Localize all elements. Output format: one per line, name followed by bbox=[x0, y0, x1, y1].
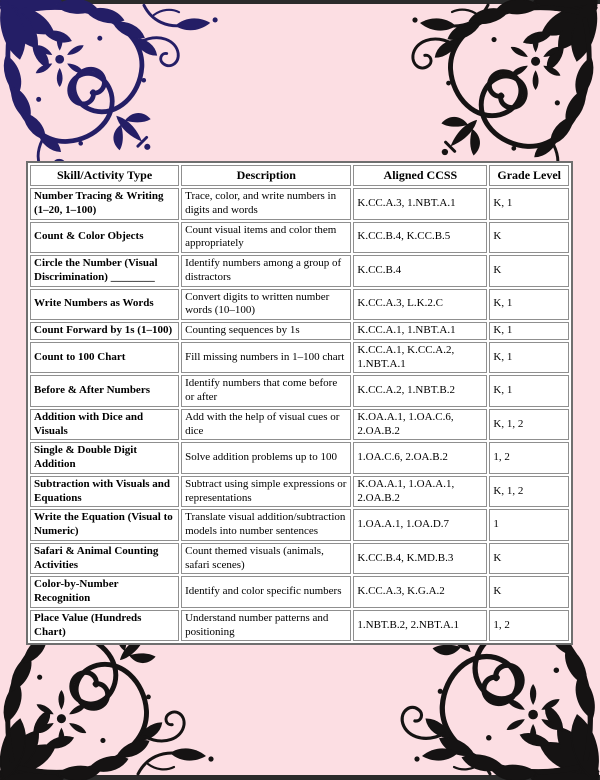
cell-description: Count visual items and color them approp… bbox=[181, 221, 352, 253]
cell-ccss: K.CC.A.2, 1.NBT.B.2 bbox=[353, 375, 488, 407]
cell-grade: K bbox=[489, 255, 569, 287]
cell-ccss: K.OA.A.1, 1.OA.C.6, 2.OA.B.2 bbox=[353, 408, 488, 441]
cell-grade: K bbox=[489, 542, 569, 575]
table-row: Color-by-Number Recognition Identify and … bbox=[30, 576, 569, 608]
cell-skill: Place Value (Hundreds Chart) bbox=[30, 609, 180, 642]
table-row: Safari & Animal Counting Activities Count… bbox=[30, 542, 569, 575]
bottom-edge-border bbox=[0, 775, 600, 780]
table-row: Count & Color Objects Count visual items … bbox=[30, 221, 569, 253]
cell-ccss: K.CC.B.4, K.MD.B.3 bbox=[353, 542, 488, 575]
cell-skill: Count Forward by 1s (1–100) bbox=[30, 322, 180, 340]
cell-skill: Circle the Number (Visual Discrimination… bbox=[30, 255, 180, 287]
cell-skill: Number Tracing & Writing (1–20, 1–100) bbox=[30, 188, 180, 220]
table-row: Place Value (Hundreds Chart) Understand n… bbox=[30, 609, 569, 642]
leaf-sprig-icon bbox=[410, 3, 490, 33]
cell-skill: Safari & Animal Counting Activities bbox=[30, 542, 180, 575]
cell-grade: K, 1 bbox=[489, 288, 569, 320]
cell-grade: 1 bbox=[489, 509, 569, 541]
cell-description: Add with the help of visual cues or dice bbox=[181, 408, 352, 441]
table-row: Count to 100 Chart Fill missing numbers i… bbox=[30, 341, 569, 374]
skills-table: Skill/Activity Type Description Aligned … bbox=[26, 161, 573, 646]
table-row: Single & Double Digit Addition Solve addi… bbox=[30, 442, 569, 474]
cell-ccss: 1.OA.A.1, 1.OA.D.7 bbox=[353, 509, 488, 541]
cell-description: Translate visual addition/subtraction mo… bbox=[181, 509, 352, 541]
header-row: Skill/Activity Type Description Aligned … bbox=[30, 165, 569, 186]
cell-ccss: K.OA.A.1, 1.OA.A.1, 2.OA.B.2 bbox=[353, 475, 488, 508]
cell-description: Subtract using simple expressions or rep… bbox=[181, 475, 352, 508]
table-row: Number Tracing & Writing (1–20, 1–100) Tr… bbox=[30, 188, 569, 220]
table-row: Count Forward by 1s (1–100) Counting sequ… bbox=[30, 322, 569, 340]
top-edge-border bbox=[0, 0, 600, 4]
cell-description: Count themed visuals (animals, safari sc… bbox=[181, 542, 352, 575]
cell-grade: K bbox=[489, 576, 569, 608]
cell-ccss: K.CC.B.4, K.CC.B.5 bbox=[353, 221, 488, 253]
cell-skill: Count & Color Objects bbox=[30, 221, 180, 253]
column-header-description: Description bbox=[181, 165, 352, 186]
leaf-sprig-icon bbox=[142, 3, 220, 32]
table-row: Circle the Number (Visual Discrimination… bbox=[30, 255, 569, 287]
cell-description: Solve addition problems up to 100 bbox=[181, 442, 352, 474]
table-body: Number Tracing & Writing (1–20, 1–100) Tr… bbox=[30, 188, 569, 642]
cell-grade: K bbox=[489, 221, 569, 253]
leaf-sprig-icon bbox=[412, 746, 492, 776]
cell-skill: Count to 100 Chart bbox=[30, 341, 180, 374]
cell-ccss: 1.OA.C.6, 2.OA.B.2 bbox=[353, 442, 488, 474]
cell-description: Convert digits to written number words (… bbox=[181, 288, 352, 320]
cell-ccss: K.CC.A.1, 1.NBT.A.1 bbox=[353, 322, 488, 340]
cell-ccss: K.CC.A.3, 1.NBT.A.1 bbox=[353, 188, 488, 220]
cell-skill: Before & After Numbers bbox=[30, 375, 180, 407]
cell-skill: Single & Double Digit Addition bbox=[30, 442, 180, 474]
cell-grade: K, 1 bbox=[489, 375, 569, 407]
cell-ccss: 1.NBT.B.2, 2.NBT.A.1 bbox=[353, 609, 488, 642]
column-header-grade: Grade Level bbox=[489, 165, 569, 186]
column-header-ccss: Aligned CCSS bbox=[353, 165, 488, 186]
cell-grade: K, 1 bbox=[489, 341, 569, 374]
cell-description: Understand number patterns and positioni… bbox=[181, 609, 352, 642]
table-row: Before & After Numbers Identify numbers t… bbox=[30, 375, 569, 407]
cell-description: Counting sequences by 1s bbox=[181, 322, 352, 340]
cell-grade: 1, 2 bbox=[489, 442, 569, 474]
cell-ccss: K.CC.B.4 bbox=[353, 255, 488, 287]
cell-grade: K, 1 bbox=[489, 188, 569, 220]
cell-description: Identify numbers among a group of distra… bbox=[181, 255, 352, 287]
cell-skill: Addition with Dice and Visuals bbox=[30, 408, 180, 441]
table-row: Write the Equation (Visual to Numeric) Tr… bbox=[30, 509, 569, 541]
cell-description: Fill missing numbers in 1–100 chart bbox=[181, 341, 352, 374]
cell-description: Trace, color, and write numbers in digit… bbox=[181, 188, 352, 220]
table-header: Skill/Activity Type Description Aligned … bbox=[30, 165, 569, 186]
table-row: Subtraction with Visuals and Equations Su… bbox=[30, 475, 569, 508]
table-row: Write Numbers as Words Convert digits to … bbox=[30, 288, 569, 320]
cell-ccss: K.CC.A.3, K.G.A.2 bbox=[353, 576, 488, 608]
leaf-sprig-icon bbox=[136, 746, 216, 776]
cell-ccss: K.CC.A.3, L.K.2.C bbox=[353, 288, 488, 320]
cell-grade: K, 1, 2 bbox=[489, 475, 569, 508]
cell-skill: Color-by-Number Recognition bbox=[30, 576, 180, 608]
cell-ccss: K.CC.A.1, K.CC.A.2, 1.NBT.A.1 bbox=[353, 341, 488, 374]
cell-skill: Subtraction with Visuals and Equations bbox=[30, 475, 180, 508]
cell-skill: Write the Equation (Visual to Numeric) bbox=[30, 509, 180, 541]
cell-grade: 1, 2 bbox=[489, 609, 569, 642]
cell-description: Identify and color specific numbers bbox=[181, 576, 352, 608]
cell-grade: K, 1 bbox=[489, 322, 569, 340]
table-row: Addition with Dice and Visuals Add with t… bbox=[30, 408, 569, 441]
column-header-skill: Skill/Activity Type bbox=[30, 165, 180, 186]
cell-description: Identify numbers that come before or aft… bbox=[181, 375, 352, 407]
cell-skill: Write Numbers as Words bbox=[30, 288, 180, 320]
skills-table-container: Skill/Activity Type Description Aligned … bbox=[26, 161, 573, 646]
cell-grade: K, 1, 2 bbox=[489, 408, 569, 441]
